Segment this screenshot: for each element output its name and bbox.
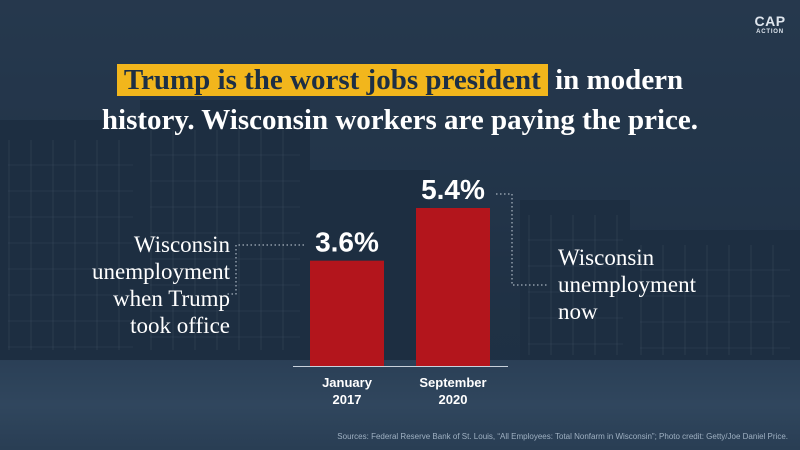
x-tick-label: September: [419, 375, 486, 390]
headline-highlight: Trump is the worst jobs president: [116, 64, 548, 96]
bar: [416, 208, 490, 366]
logo-subtext: ACTION: [756, 29, 784, 35]
headline: Trump is the worst jobs president in mod…: [30, 60, 770, 140]
headline-line2: history. Wisconsin workers are paying th…: [101, 104, 699, 136]
headline-line1-rest: in modern: [547, 64, 684, 96]
x-tick-label: January: [322, 375, 373, 390]
x-tick-label: 2020: [439, 392, 468, 407]
annotation-line: when Trump: [113, 286, 230, 311]
annotation-line: took office: [130, 313, 230, 338]
annotation-line: now: [558, 299, 598, 324]
logo-text: CAP: [754, 13, 786, 29]
annotation-line: Wisconsin: [133, 232, 230, 257]
x-tick-label: 2017: [333, 392, 362, 407]
annotation-line: unemployment: [92, 259, 230, 284]
annotation-connector-left: [226, 244, 304, 295]
annotation-line: unemployment: [558, 272, 696, 297]
bar: [310, 260, 384, 366]
source-credit: Sources: Federal Reserve Bank of St. Lou…: [337, 432, 788, 441]
annotation-line: Wisconsin: [558, 245, 655, 270]
cap-action-logo: CAP ACTION: [752, 14, 788, 35]
bar-value-label: 3.6%: [315, 227, 379, 258]
bar-value-label: 5.4%: [421, 174, 485, 205]
annotation-right: Wisconsin unemployment now: [558, 244, 738, 325]
annotation-left: Wisconsin unemployment when Trump took offi…: [50, 231, 230, 339]
annotation-connector-right: [496, 193, 548, 286]
